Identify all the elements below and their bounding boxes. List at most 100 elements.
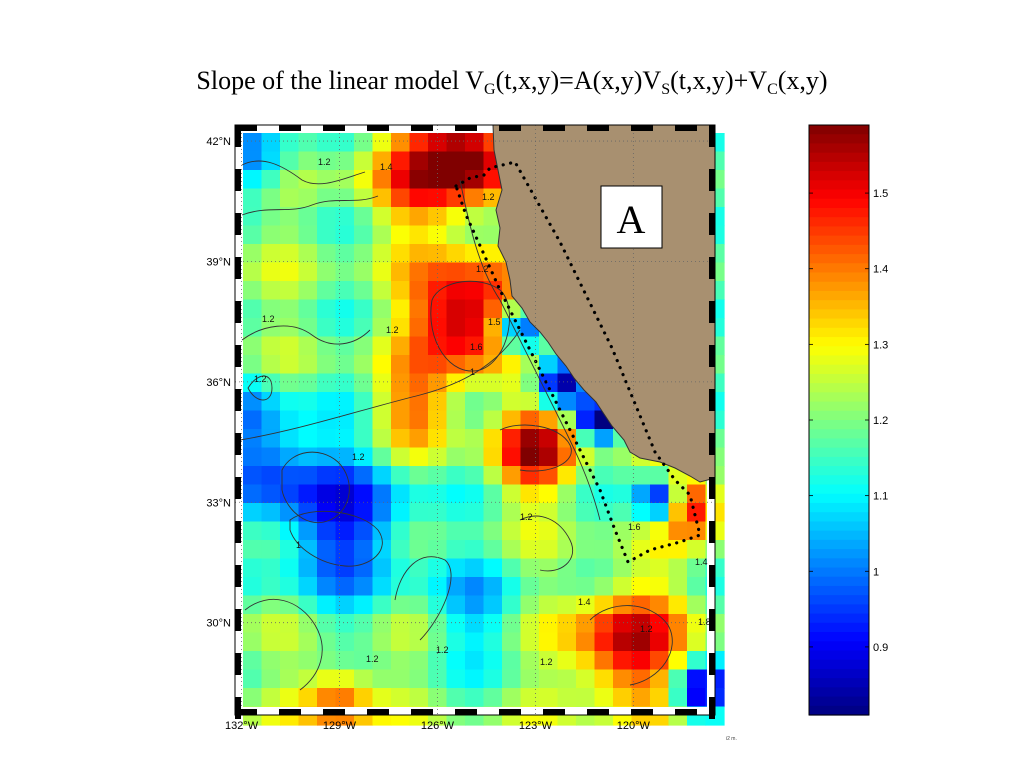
slope-cell [409,614,429,634]
slope-cell [668,540,688,560]
slope-cell [391,170,411,190]
slope-cell [557,651,577,671]
frame-segment [235,345,241,367]
slope-cell [280,151,300,171]
slope-cell [391,336,411,356]
slope-cell [668,595,688,615]
contour-label: 1.2 [540,657,553,667]
frame-segment [323,125,345,131]
slide-title: Slope of the linear model VG(t,x,y)=A(x,… [196,66,828,98]
slope-cell [483,299,503,319]
slope-cell [594,484,614,504]
slope-cell [372,614,392,634]
slope-cell [576,447,596,467]
slope-cell [631,558,651,578]
slope-cell [557,669,577,689]
colorbar-band [809,217,869,228]
slope-cell [446,614,466,634]
slope-cell [372,336,392,356]
slope-cell [298,614,318,634]
slope-cell [261,207,281,227]
slope-cell [520,651,540,671]
colorbar-band [809,530,869,541]
slope-cell [650,632,670,652]
slope-cell [243,318,263,338]
slope-cell [261,392,281,412]
contour-label: 1.2 [254,374,267,384]
slope-cell [335,614,355,634]
slope-cell [317,447,337,467]
slope-cell [594,558,614,578]
contour-label: 1.4 [380,162,393,172]
slope-cell [261,355,281,375]
slope-cell [465,355,485,375]
slope-cell [613,688,633,708]
frame-segment [235,389,241,411]
slope-cell [243,299,263,319]
slope-cell [502,595,522,615]
frame-segment [455,709,477,715]
slope-cell [280,595,300,615]
slope-cell [354,151,374,171]
colorbar-band [809,604,869,615]
slope-cell [298,336,318,356]
slope-cell [428,170,448,190]
colorbar-band [809,493,869,504]
slope-cell [465,595,485,615]
slope-cell [261,225,281,245]
slope-cell [483,429,503,449]
slope-cell [280,318,300,338]
slope-cell [317,133,337,153]
slope-cell [668,503,688,523]
slope-cell [372,318,392,338]
slope-cell [354,484,374,504]
slope-cell [576,429,596,449]
slope-cell [446,318,466,338]
colorbar-band [809,161,869,172]
contour-label: 1.4 [578,597,591,607]
slope-cell [483,170,503,190]
colorbar-band [809,521,869,532]
colorbar-band [809,309,869,320]
slope-cell [335,410,355,430]
slope-cell [298,318,318,338]
slope-cell [372,170,392,190]
colorbar-band [809,207,869,218]
slope-cell [391,355,411,375]
contour-label: 1.2 [482,192,495,202]
slope-cell [298,632,318,652]
slope-cell [317,299,337,319]
slope-cell [354,688,374,708]
slope-cell [687,558,707,578]
slope-cell [354,373,374,393]
slope-cell [631,688,651,708]
slope-cell [539,521,559,541]
region-a-outline [454,160,702,565]
slope-cell [372,410,392,430]
slope-cell [317,429,337,449]
slope-cell [317,392,337,412]
slope-cell [372,281,392,301]
slope-cell [557,521,577,541]
slope-cell [520,447,540,467]
slope-cell [594,688,614,708]
slope-cell [391,614,411,634]
slope-cell [576,688,596,708]
slope-cell [298,466,318,486]
colorbar-band [809,290,869,301]
slope-cell [465,447,485,467]
frame-segment [631,709,653,715]
slope-cell [409,429,429,449]
colorbar-band [809,613,869,624]
slope-cell [354,207,374,227]
slope-cell [280,225,300,245]
slope-cell [243,410,263,430]
slope-cell [631,466,651,486]
slope-cell [520,373,540,393]
colorbar-band [809,512,869,523]
slope-cell [687,651,707,671]
slope-cell [280,466,300,486]
slope-cell [391,151,411,171]
slope-cell [354,632,374,652]
